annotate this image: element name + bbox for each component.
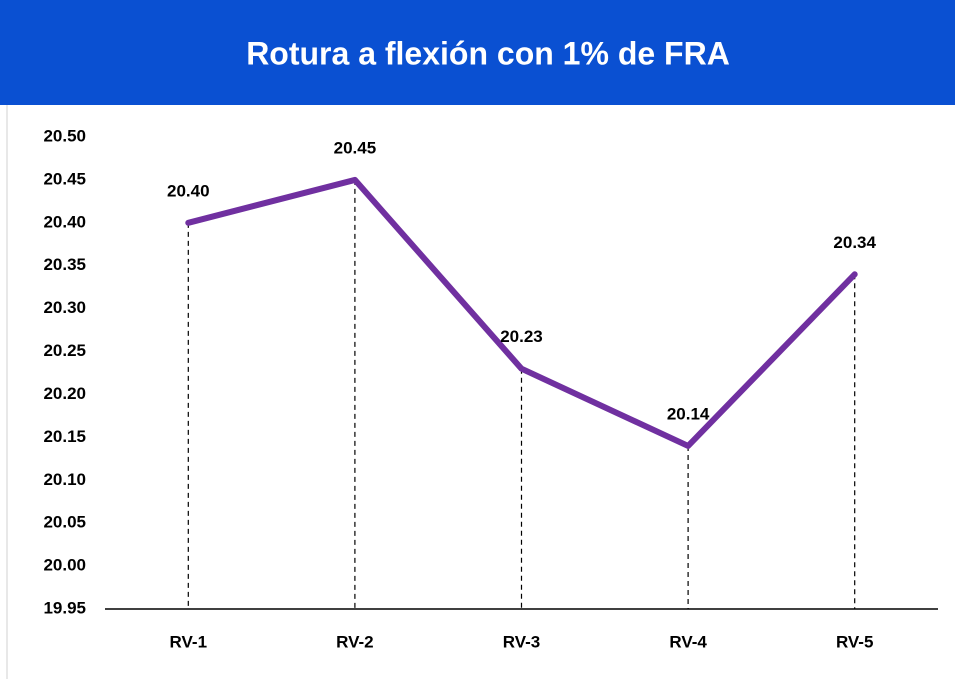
y-tick-label: 19.95 <box>43 598 86 617</box>
x-tick-label: RV-2 <box>336 632 374 651</box>
chart-title: Rotura a flexión con 1% de FRA <box>246 35 730 71</box>
y-tick-label: 20.20 <box>43 384 86 403</box>
y-tick-label: 20.25 <box>43 341 86 360</box>
y-tick-label: 20.05 <box>43 513 86 532</box>
y-tick-label: 20.15 <box>43 427 86 446</box>
x-tick-label: RV-3 <box>503 632 541 651</box>
data-label: 20.23 <box>500 327 543 346</box>
title-banner <box>0 0 955 105</box>
x-tick-label: RV-5 <box>836 632 874 651</box>
y-tick-label: 20.10 <box>43 470 86 489</box>
data-label: 20.14 <box>667 404 710 423</box>
y-tick-label: 20.30 <box>43 298 86 317</box>
data-label: 20.45 <box>334 138 377 157</box>
y-tick-label: 20.00 <box>43 556 86 575</box>
y-tick-label: 20.50 <box>43 126 86 145</box>
y-tick-label: 20.40 <box>43 212 86 231</box>
series-line <box>185 176 858 449</box>
data-label: 20.34 <box>833 233 876 252</box>
x-tick-label: RV-1 <box>170 632 208 651</box>
y-tick-label: 20.45 <box>43 169 86 188</box>
x-tick-label: RV-4 <box>669 632 707 651</box>
y-tick-label: 20.35 <box>43 255 86 274</box>
data-label: 20.40 <box>167 181 210 200</box>
